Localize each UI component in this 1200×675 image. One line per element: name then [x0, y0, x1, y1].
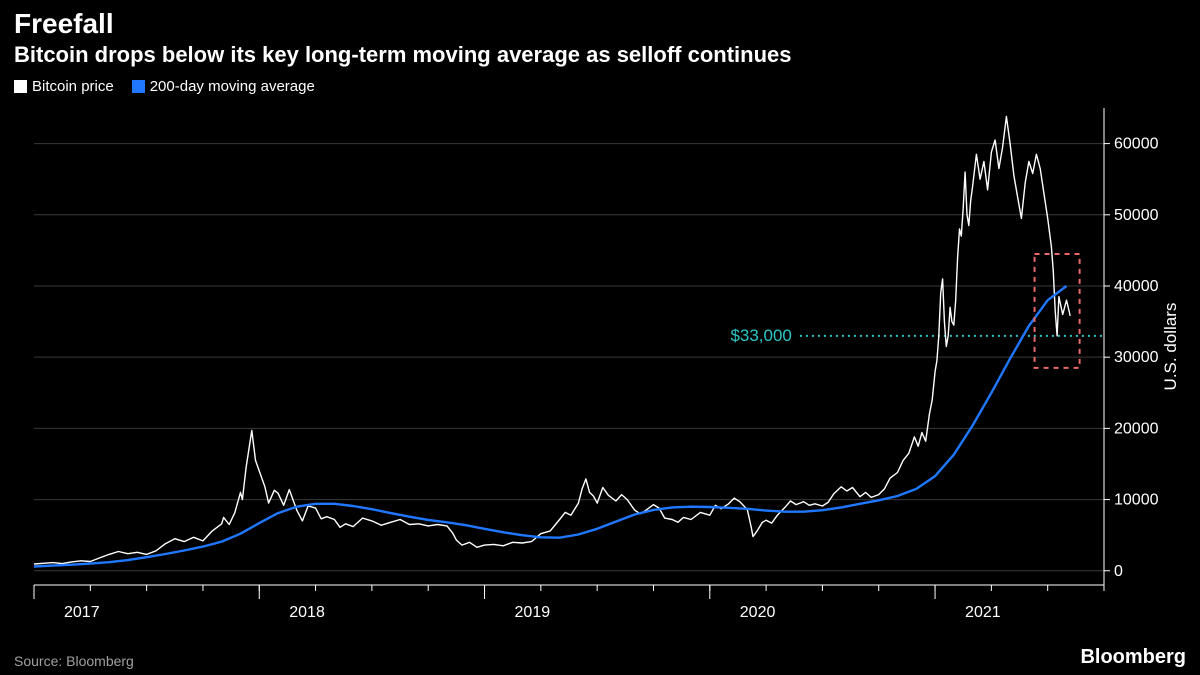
- legend-label: 200-day moving average: [150, 78, 315, 95]
- svg-text:10000: 10000: [1114, 492, 1159, 509]
- svg-text:2021: 2021: [965, 604, 1001, 621]
- source-label: Source: Bloomberg: [14, 653, 134, 669]
- svg-text:50000: 50000: [1114, 207, 1159, 224]
- legend-item-bitcoin: Bitcoin price: [14, 78, 114, 95]
- svg-text:20000: 20000: [1114, 420, 1159, 437]
- legend-swatch: [14, 80, 27, 93]
- svg-text:60000: 60000: [1114, 136, 1159, 153]
- chart-subtitle: Bitcoin drops below its key long-term mo…: [14, 42, 1186, 68]
- chart-area: 0 10000 20000 30000 40000 50000 60000 U.S. doll…: [14, 100, 1186, 641]
- legend-item-ma200: 200-day moving average: [132, 78, 315, 95]
- svg-text:U.S. dollars: U.S. dollars: [1161, 303, 1180, 391]
- svg-text:40000: 40000: [1114, 278, 1159, 295]
- svg-text:30000: 30000: [1114, 349, 1159, 366]
- svg-text:0: 0: [1114, 563, 1123, 580]
- legend-swatch: [132, 80, 145, 93]
- chart-svg: 0 10000 20000 30000 40000 50000 60000 U.S. doll…: [14, 100, 1186, 640]
- brand-logo: Bloomberg: [1080, 646, 1186, 669]
- svg-text:2018: 2018: [289, 604, 325, 621]
- svg-text:2017: 2017: [64, 604, 100, 621]
- legend-label: Bitcoin price: [32, 78, 114, 95]
- chart-title: Freefall: [14, 8, 1186, 40]
- svg-text:2020: 2020: [740, 604, 776, 621]
- svg-text:$33,000: $33,000: [730, 326, 791, 345]
- legend: Bitcoin price 200-day moving average: [0, 72, 1200, 97]
- svg-text:2019: 2019: [515, 604, 551, 621]
